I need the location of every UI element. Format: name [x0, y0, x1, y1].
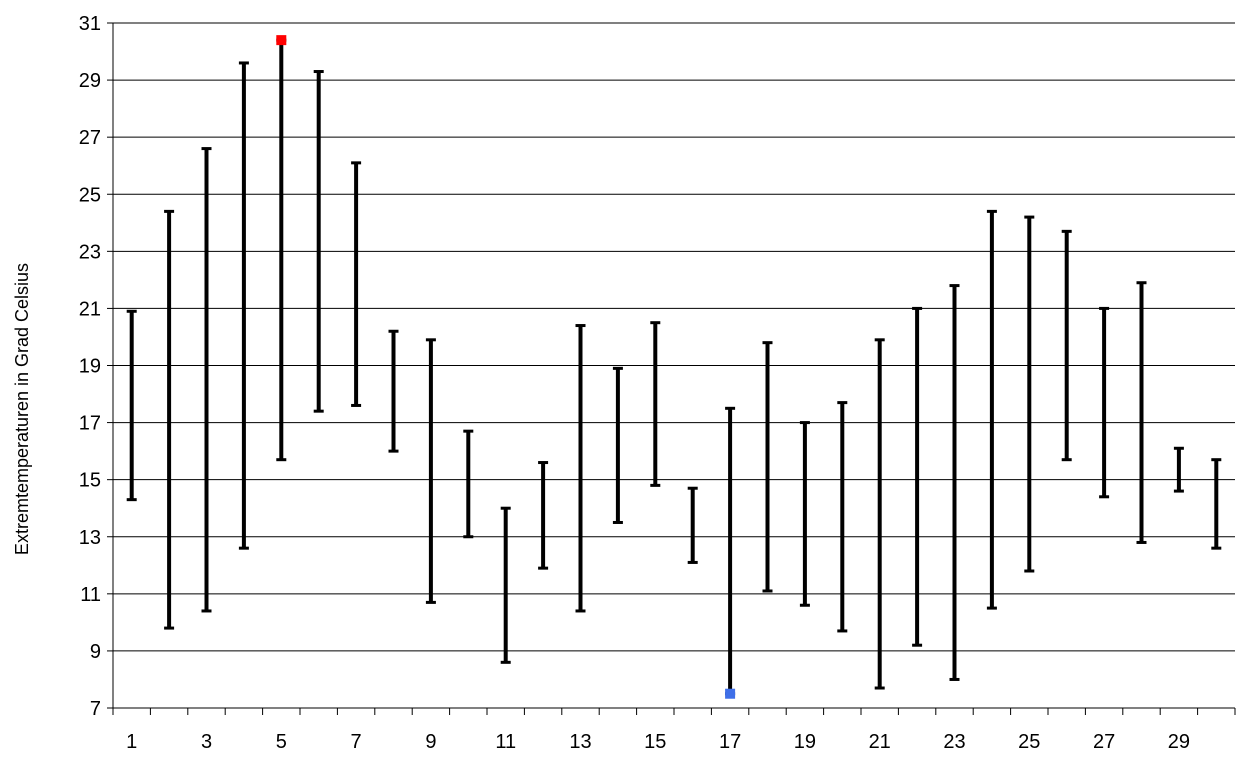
- gridlines: [113, 22, 1235, 709]
- x-tick-label-3: 3: [201, 731, 212, 753]
- x-tick-label-17: 17: [719, 731, 741, 753]
- x-tick-label-23: 23: [943, 731, 965, 753]
- x-tick-label-15: 15: [644, 731, 666, 753]
- y-tick-label-21: 21: [79, 298, 101, 320]
- x-tick-label-21: 21: [869, 731, 891, 753]
- x-tick-label-5: 5: [276, 731, 287, 753]
- y-tick-label-31: 31: [79, 13, 101, 35]
- x-tick-label-13: 13: [569, 731, 591, 753]
- y-tick-label-13: 13: [79, 527, 101, 549]
- y-tick-label-9: 9: [90, 641, 101, 663]
- y-tick-label-19: 19: [79, 356, 101, 378]
- y-tick-label-23: 23: [79, 241, 101, 263]
- y-tick-label-27: 27: [79, 127, 101, 149]
- extreme-marker-0: [276, 35, 287, 46]
- y-tick-label-25: 25: [79, 184, 101, 206]
- axes: [107, 22, 1236, 715]
- y-tick-label-15: 15: [79, 470, 101, 492]
- extreme-markers: [276, 35, 736, 699]
- x-tick-label-1: 1: [126, 731, 137, 753]
- x-tick-label-11: 11: [495, 731, 516, 753]
- y-tick-label-29: 29: [79, 70, 101, 92]
- x-tick-label-29: 29: [1168, 731, 1190, 753]
- x-tick-label-19: 19: [794, 731, 816, 753]
- y-tick-label-17: 17: [79, 413, 101, 435]
- x-tick-label-27: 27: [1093, 731, 1115, 753]
- x-tick-label-7: 7: [351, 731, 362, 753]
- y-tick-label-7: 7: [90, 698, 101, 720]
- y-axis-title: Extremtemperaturen in Grad Celsius: [12, 263, 32, 555]
- extreme-marker-1: [725, 688, 736, 699]
- range-bars: [126, 38, 1222, 696]
- y-tick-label-11: 11: [80, 584, 101, 606]
- x-tick-label-25: 25: [1018, 731, 1040, 753]
- x-tick-label-9: 9: [425, 731, 436, 753]
